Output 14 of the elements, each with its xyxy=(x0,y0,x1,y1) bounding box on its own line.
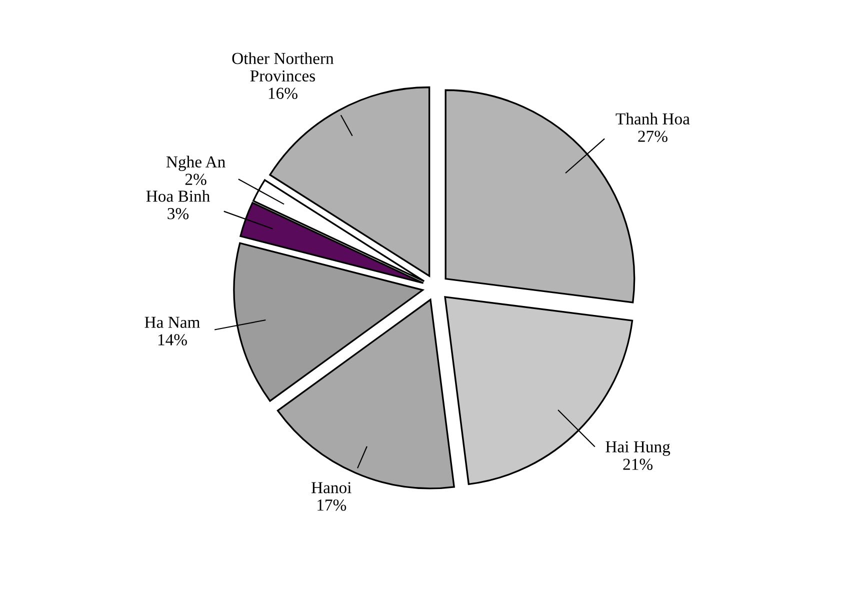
data-label: 16% xyxy=(268,88,298,100)
data-label: 3% xyxy=(168,208,189,220)
data-label: 27% xyxy=(638,130,668,142)
slice-label: Ha Nam xyxy=(144,316,200,328)
slice-label: Hai Hung xyxy=(606,441,670,456)
data-label: 21% xyxy=(623,458,653,470)
data-label: 17% xyxy=(318,499,346,511)
slice-label: Thanh Hoa xyxy=(616,112,690,125)
data-label: 14% xyxy=(158,334,187,346)
slice-label: Other Northern Provinces xyxy=(232,52,334,82)
slice-label: Hoa Binh xyxy=(146,190,210,202)
slice-label: Hanoi xyxy=(311,482,352,494)
data-label: 2% xyxy=(185,174,206,186)
slice-label: Nghe An xyxy=(166,156,226,171)
